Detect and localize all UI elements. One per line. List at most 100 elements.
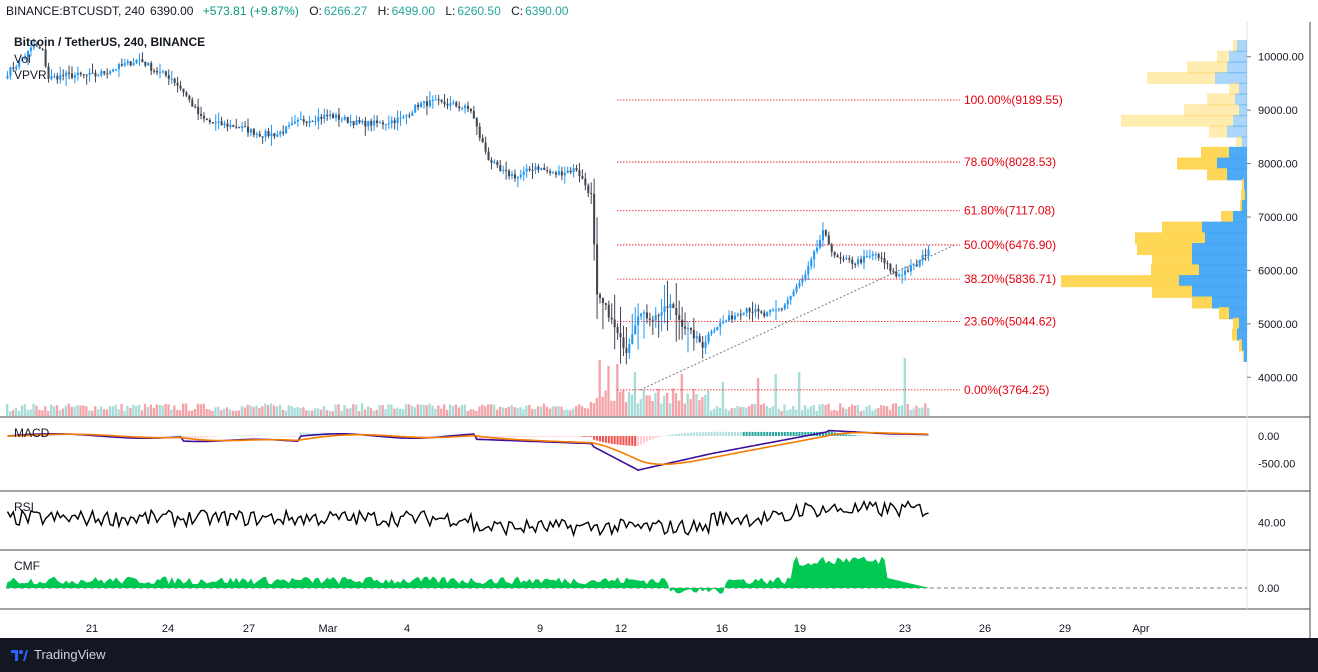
volume-bar [891, 403, 895, 416]
volume-bar [434, 408, 437, 416]
vpvr-up-bar [1192, 243, 1247, 256]
price-tick-label: 5000.00 [1258, 319, 1298, 331]
candle-body [276, 134, 279, 137]
volume-bar [214, 407, 217, 416]
candle-body [596, 244, 599, 295]
vpvr-down-bar [1201, 146, 1229, 159]
macd-histogram-bar [191, 436, 194, 439]
candle-body [68, 72, 71, 74]
macd-histogram-bar [554, 436, 558, 437]
candle-body [692, 329, 695, 339]
candle-body [120, 64, 123, 66]
candle-body [132, 62, 135, 66]
macd-histogram-bar [763, 431, 766, 436]
candle-body [6, 75, 9, 79]
volume-bar [827, 403, 830, 416]
volume-bar [918, 407, 921, 416]
volume-bar [44, 406, 47, 416]
candle-body [701, 342, 704, 348]
candle-body [466, 105, 470, 109]
volume-bar [765, 406, 769, 416]
candle-body [616, 327, 619, 334]
vpvr-up-bar [1244, 349, 1247, 362]
vpvr-up-bar [1192, 253, 1247, 266]
volume-bar [343, 405, 346, 416]
volume-bar [853, 405, 857, 416]
macd-histogram-bar [200, 436, 203, 438]
vpvr-up-bar [1205, 232, 1247, 245]
candle-body [537, 166, 540, 170]
candle-body [672, 304, 675, 309]
vpvr-legend[interactable]: VPVR [14, 68, 47, 82]
volume-bar [108, 406, 111, 416]
vpvr-down-bar [1192, 296, 1212, 309]
macd-histogram-bar [290, 436, 294, 437]
macd-histogram-bar [769, 431, 772, 436]
volume-bar [67, 403, 70, 416]
candle-body [79, 72, 82, 75]
candle-body [581, 175, 584, 179]
time-tick-label: 27 [243, 623, 255, 635]
vpvr-down-bar [1232, 328, 1237, 341]
macd-histogram-bar [560, 436, 563, 437]
candle-body [801, 278, 804, 283]
candle-body [267, 131, 270, 136]
volume-bar [91, 410, 94, 416]
volume-bar [170, 409, 173, 416]
volume-bar [795, 409, 798, 416]
vpvr-up-bar [1227, 61, 1247, 74]
candle-body [170, 78, 173, 80]
candle-body [860, 259, 863, 263]
candle-body [742, 312, 745, 315]
candle-body [358, 120, 361, 123]
candle-body [411, 112, 414, 116]
macd-histogram-bar [197, 436, 200, 438]
candle-body [249, 129, 252, 133]
volume-legend[interactable]: Vol [14, 52, 31, 66]
volume-bar [651, 401, 654, 416]
candle-body [299, 119, 302, 121]
volume-bar [443, 404, 446, 416]
volume-bar [281, 409, 285, 416]
candle-body [549, 171, 552, 173]
candle-body [634, 325, 637, 335]
cmf-legend[interactable]: CMF [14, 559, 40, 573]
fib-label: 100.00%(9189.55) [964, 93, 1063, 107]
candle-body [648, 318, 651, 320]
volume-bar [372, 410, 375, 416]
macd-histogram-bar [607, 436, 610, 444]
macd-histogram-bar [622, 436, 625, 446]
volume-bar [164, 403, 167, 416]
candle-body [443, 101, 446, 105]
vpvr-up-bar [1212, 296, 1247, 309]
candle-body [26, 50, 30, 57]
volume-bar [880, 405, 883, 416]
candle-body [681, 319, 684, 327]
candle-body [824, 230, 827, 236]
volume-bar [217, 406, 220, 416]
candle-body [361, 120, 364, 123]
candle-body [97, 75, 100, 77]
volume-bar [871, 410, 874, 416]
candle-body [804, 274, 807, 279]
candle-body [663, 306, 666, 313]
rsi-legend[interactable]: RSI [14, 500, 35, 514]
macd-histogram-bar [540, 436, 543, 437]
macd-histogram-bar [604, 436, 607, 443]
candle-body [41, 48, 44, 50]
symbol-label[interactable]: BINANCE:BTCUSDT, 240 [6, 4, 145, 18]
candle-body [114, 69, 118, 71]
candle-body [927, 249, 930, 256]
macd-histogram-bar [728, 431, 731, 436]
volume-bar [566, 409, 569, 416]
volume-bar [287, 405, 290, 416]
volume-bar [748, 406, 751, 416]
chart-canvas[interactable]: 100.00%(9189.55) 78.60%(8028.53) 61.80%(71… [0, 22, 1318, 638]
macd-legend[interactable]: MACD [14, 426, 50, 440]
volume-bar [531, 408, 534, 416]
tradingview-brand[interactable]: TradingView [34, 647, 106, 662]
macd-histogram-bar [44, 435, 47, 436]
volume-bar [240, 406, 243, 416]
candle-body [402, 116, 405, 118]
volume-bar [630, 394, 634, 416]
